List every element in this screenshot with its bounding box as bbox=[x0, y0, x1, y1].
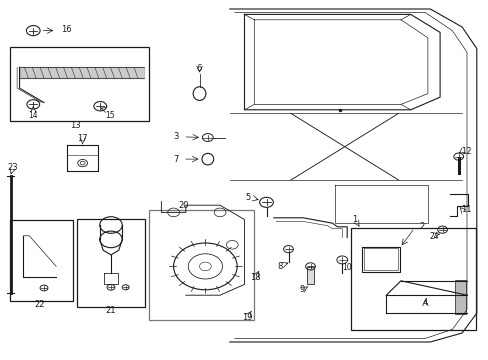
Text: 24: 24 bbox=[428, 233, 438, 241]
Bar bbox=[454, 280, 465, 314]
Text: 7: 7 bbox=[173, 154, 178, 163]
Text: 22: 22 bbox=[35, 300, 45, 309]
Text: 19: 19 bbox=[241, 313, 252, 322]
Text: 11: 11 bbox=[460, 205, 470, 214]
Text: 23: 23 bbox=[7, 163, 18, 172]
Text: 14: 14 bbox=[28, 111, 38, 120]
Bar bbox=[306, 267, 314, 284]
Text: 18: 18 bbox=[249, 274, 260, 282]
Text: 4: 4 bbox=[422, 298, 427, 307]
Text: 2: 2 bbox=[418, 222, 423, 231]
Text: 16: 16 bbox=[61, 25, 72, 34]
Text: 9: 9 bbox=[299, 285, 304, 294]
Text: 3: 3 bbox=[173, 132, 178, 141]
Text: 15: 15 bbox=[105, 111, 115, 120]
Text: 20: 20 bbox=[178, 202, 188, 210]
Text: 10: 10 bbox=[342, 263, 351, 271]
Text: 12: 12 bbox=[460, 147, 470, 156]
Text: 1: 1 bbox=[351, 215, 356, 224]
Text: 17: 17 bbox=[77, 134, 88, 143]
Text: 8: 8 bbox=[277, 262, 282, 271]
Text: 5: 5 bbox=[245, 193, 250, 202]
Text: 6: 6 bbox=[197, 64, 202, 73]
Text: 13: 13 bbox=[70, 122, 81, 130]
Text: 21: 21 bbox=[105, 306, 116, 315]
